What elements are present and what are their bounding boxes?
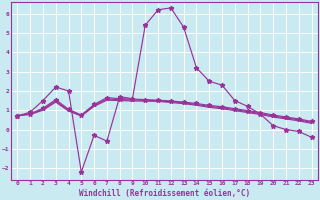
X-axis label: Windchill (Refroidissement éolien,°C): Windchill (Refroidissement éolien,°C) [79,189,250,198]
